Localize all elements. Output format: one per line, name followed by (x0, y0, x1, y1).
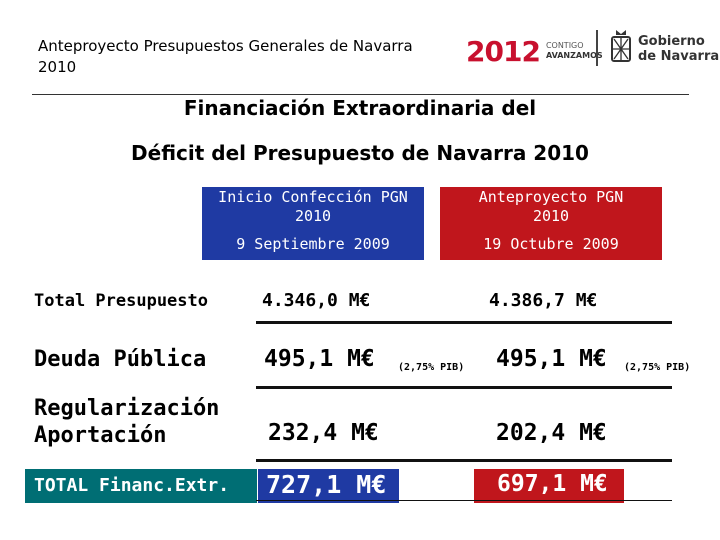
total-label-box (25, 469, 257, 503)
column1-label-line1: Inicio Confección PGN (218, 188, 408, 206)
header-divider (32, 94, 689, 95)
row-label-regularizacion-line2: Aportación (34, 423, 167, 448)
column2-label-line2: 2010 (532, 207, 570, 225)
bottom-rule (256, 500, 672, 501)
slide-title-line1: Financiación Extraordinaria del (183, 96, 537, 120)
row-label-regularizacion-line1: Regularización (34, 396, 220, 421)
gobierno-line2: de Navarra (638, 49, 720, 64)
logo-divider (596, 30, 598, 66)
value-deuda-col2: 495,1 M€ (496, 346, 607, 372)
logo-tagline: CONTIGO AVANZAMOS (545, 41, 603, 60)
slide-title-line2: Déficit del Presupuesto de Navarra 2010 (131, 141, 589, 165)
column1-label-line2: 2010 (294, 207, 332, 225)
column-header-inicio: Inicio Confección PGN 2010 9 Septiembre … (202, 187, 424, 260)
header-title-line2: 2010 (38, 58, 77, 76)
total-col2-box (474, 469, 624, 503)
header-title-line1: Anteproyecto Presupuestos Generales de N… (38, 37, 413, 55)
column1-date: 9 Septiembre 2009 (236, 235, 390, 253)
value-deuda-col1: 495,1 M€ (264, 346, 375, 372)
presentation-header-title: Anteproyecto Presupuestos Generales de N… (38, 36, 413, 78)
total-col1-box (258, 469, 399, 503)
column2-date: 19 Octubre 2009 (483, 235, 619, 253)
row-label-total-presupuesto: Total Presupuesto (34, 291, 208, 311)
value-total-financ-col1: 727,1 M€ (266, 470, 387, 499)
row-label-total-financ: TOTAL Financ.Extr. (34, 475, 230, 496)
value-regularizacion-col2: 202,4 M€ (496, 420, 607, 446)
logo-year: 2012 (466, 34, 541, 68)
row-divider (256, 321, 672, 324)
value-deuda-col1-pib: (2,75% PIB) (398, 362, 465, 373)
row-label-deuda-publica: Deuda Pública (34, 347, 207, 372)
logo-2012: 2012 CONTIGO AVANZAMOS (466, 34, 603, 68)
row-label-regularizacion: Regularización Aportación (34, 395, 219, 449)
row-divider (256, 459, 672, 462)
gobierno-line1: Gobierno (638, 34, 705, 49)
gobierno-navarra-logo-text: Gobierno de Navarra (638, 34, 719, 64)
value-total-presupuesto-col2: 4.386,7 M€ (489, 290, 598, 311)
row-divider (256, 386, 672, 389)
value-total-presupuesto-col1: 4.346,0 M€ (262, 290, 371, 311)
navarra-crest-icon (611, 30, 631, 62)
column2-label-line1: Anteproyecto PGN (478, 188, 624, 206)
value-total-financ-col2: 697,1 M€ (497, 471, 608, 497)
value-regularizacion-col1: 232,4 M€ (268, 420, 379, 446)
value-deuda-col2-pib: (2,75% PIB) (624, 362, 691, 373)
column-header-anteproyecto: Anteproyecto PGN 2010 19 Octubre 2009 (440, 187, 662, 260)
